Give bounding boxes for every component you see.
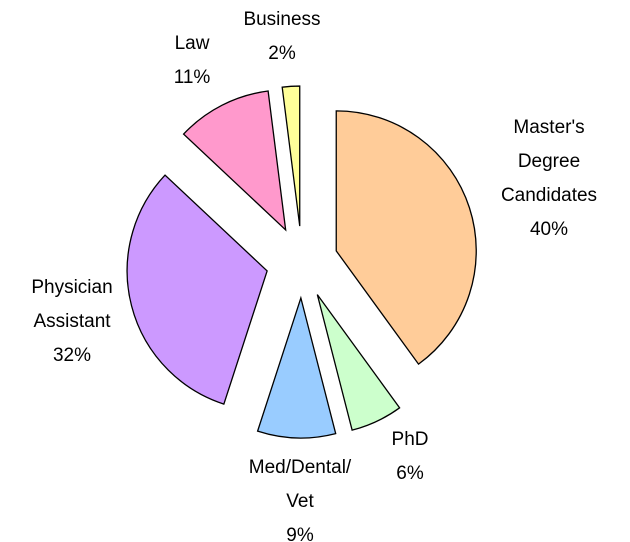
slice-label: Law 11%	[92, 27, 292, 95]
slice-label: Master's Degree Candidates 40%	[449, 111, 630, 247]
category-label: Master's Degree Candidates	[500, 117, 598, 206]
slice-label: Physician Assistant 32%	[0, 271, 172, 373]
slice-label: Business 2%	[182, 3, 382, 71]
slice-label: PhD 6%	[310, 423, 510, 491]
category-label: Med/Dental/ Vet	[248, 457, 352, 512]
pie-slice	[335, 110, 477, 366]
value-label: 11%	[173, 67, 211, 88]
category-label: Law	[174, 33, 210, 54]
value-label: 9%	[286, 525, 314, 542]
category-label: Business	[243, 9, 321, 30]
pie-slice	[316, 294, 401, 431]
slice-label: Med/Dental/ Vet 9%	[200, 451, 400, 542]
value-label: 2%	[268, 43, 296, 64]
value-label: 40%	[529, 219, 569, 240]
pie-slice	[281, 85, 301, 227]
pie-slice	[182, 90, 287, 232]
category-label: PhD	[391, 429, 429, 450]
category-label: Physician Assistant	[31, 277, 113, 332]
pie-slice	[256, 295, 337, 439]
pie-slice	[126, 174, 268, 405]
value-label: 6%	[396, 463, 424, 484]
value-label: 32%	[52, 345, 92, 366]
